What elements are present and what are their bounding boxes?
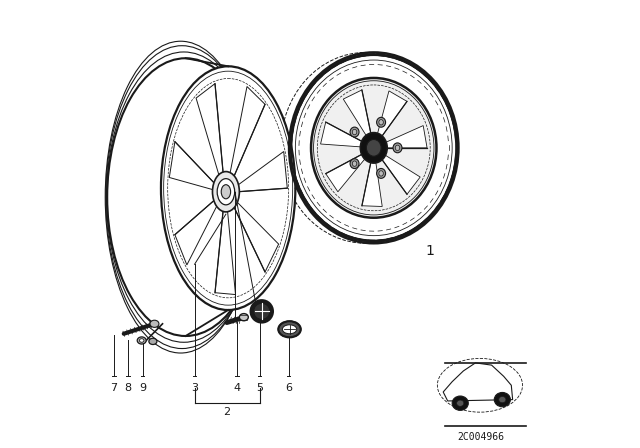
Polygon shape xyxy=(362,163,382,207)
Text: 7: 7 xyxy=(110,383,118,393)
Polygon shape xyxy=(230,86,265,177)
Polygon shape xyxy=(343,90,371,135)
Polygon shape xyxy=(382,155,420,194)
Polygon shape xyxy=(234,201,278,272)
Ellipse shape xyxy=(150,320,159,327)
Ellipse shape xyxy=(140,339,144,342)
Text: 8: 8 xyxy=(125,383,132,393)
Ellipse shape xyxy=(457,400,464,406)
Ellipse shape xyxy=(379,171,383,176)
Ellipse shape xyxy=(278,321,301,337)
Ellipse shape xyxy=(366,139,381,156)
Ellipse shape xyxy=(239,314,248,321)
Ellipse shape xyxy=(499,396,506,403)
Text: 4: 4 xyxy=(234,383,241,393)
Ellipse shape xyxy=(350,127,359,137)
Polygon shape xyxy=(175,200,218,265)
Ellipse shape xyxy=(376,117,385,127)
Text: 6: 6 xyxy=(285,383,292,393)
Text: 1: 1 xyxy=(425,244,434,258)
Ellipse shape xyxy=(352,129,356,135)
Ellipse shape xyxy=(253,303,270,319)
Ellipse shape xyxy=(393,143,402,153)
Polygon shape xyxy=(215,209,236,295)
Text: 2C004966: 2C004966 xyxy=(458,432,505,442)
Ellipse shape xyxy=(149,338,157,345)
Ellipse shape xyxy=(251,300,273,323)
Ellipse shape xyxy=(221,185,230,199)
Ellipse shape xyxy=(108,58,264,336)
Ellipse shape xyxy=(280,52,451,243)
Ellipse shape xyxy=(217,179,235,205)
Ellipse shape xyxy=(376,168,385,178)
Ellipse shape xyxy=(494,392,511,407)
Ellipse shape xyxy=(379,120,383,125)
Ellipse shape xyxy=(137,337,146,344)
Polygon shape xyxy=(237,151,287,192)
Ellipse shape xyxy=(352,161,356,166)
Polygon shape xyxy=(321,122,362,147)
Polygon shape xyxy=(326,155,365,192)
Ellipse shape xyxy=(291,55,457,241)
Polygon shape xyxy=(386,125,427,148)
Ellipse shape xyxy=(350,159,359,168)
Polygon shape xyxy=(196,84,223,177)
Ellipse shape xyxy=(360,133,387,163)
Ellipse shape xyxy=(282,325,297,334)
Ellipse shape xyxy=(311,78,436,218)
Ellipse shape xyxy=(212,172,239,212)
Ellipse shape xyxy=(396,145,400,151)
Polygon shape xyxy=(170,142,215,190)
Text: 9: 9 xyxy=(139,383,146,393)
Ellipse shape xyxy=(452,396,468,410)
Polygon shape xyxy=(378,91,407,136)
Text: 5: 5 xyxy=(256,383,263,393)
Text: 3: 3 xyxy=(191,383,198,393)
Ellipse shape xyxy=(161,66,296,310)
Text: 2: 2 xyxy=(223,407,230,417)
